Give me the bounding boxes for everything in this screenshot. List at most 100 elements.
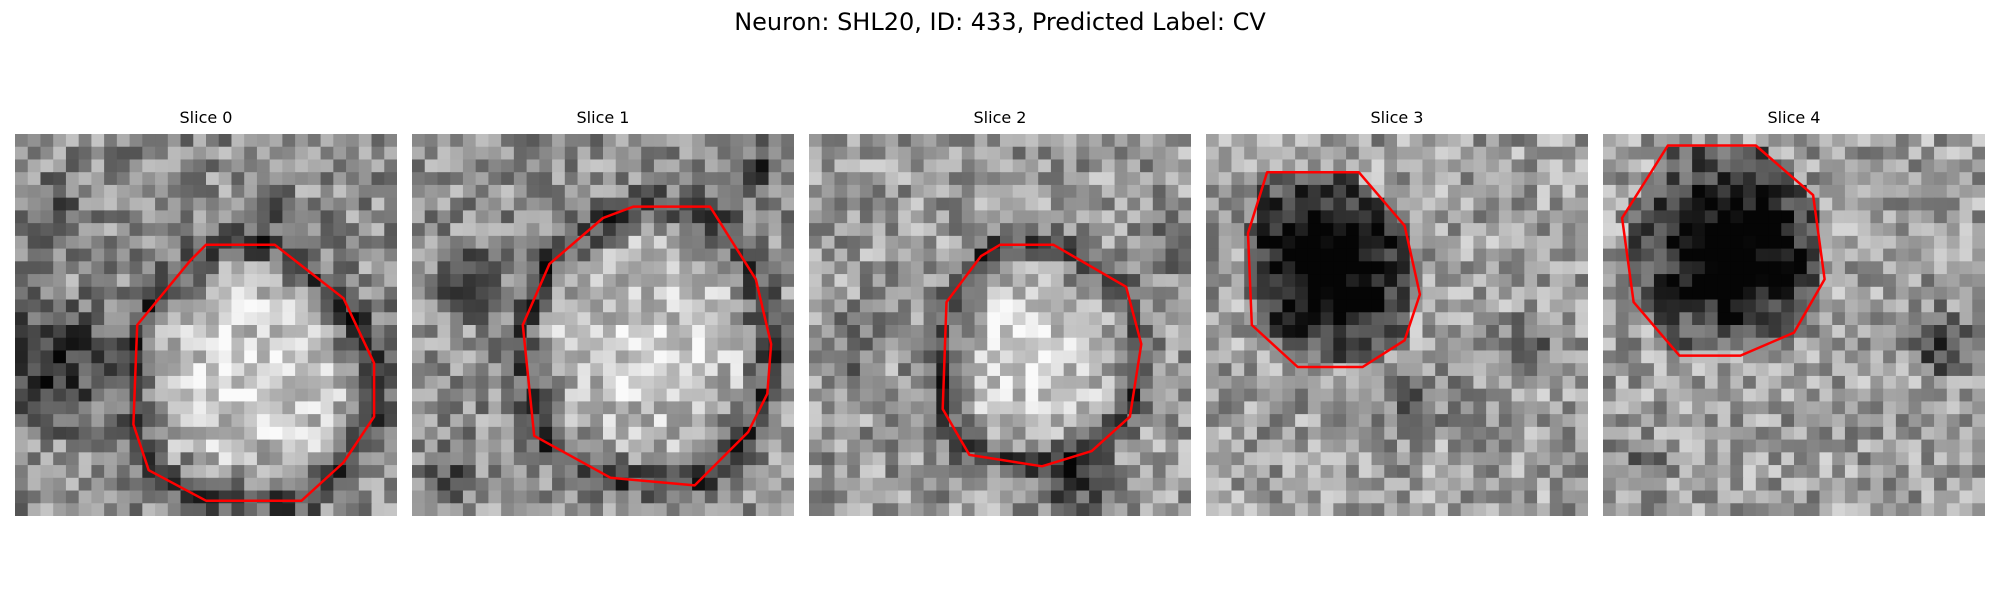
image-pixel <box>768 312 782 326</box>
image-pixel <box>282 159 296 173</box>
image-pixel <box>1473 261 1487 275</box>
image-pixel <box>1794 426 1808 441</box>
image-pixel <box>1895 439 1910 453</box>
image-pixel <box>358 299 373 313</box>
image-pixel <box>78 159 92 173</box>
image-pixel <box>1025 197 1039 211</box>
image-pixel <box>1946 452 1961 466</box>
image-pixel <box>412 363 426 377</box>
image-pixel <box>1307 477 1322 492</box>
image-pixel <box>450 286 464 301</box>
image-pixel <box>1012 465 1027 479</box>
image-pixel <box>1165 337 1179 352</box>
image-pixel <box>1307 235 1322 250</box>
image-pixel <box>1346 465 1360 479</box>
image-pixel <box>692 197 706 211</box>
image-pixel <box>1307 325 1322 339</box>
image-pixel <box>1498 184 1513 199</box>
image-pixel <box>1358 401 1373 415</box>
image-pixel <box>1486 477 1500 492</box>
image-pixel <box>577 312 591 326</box>
image-pixel <box>155 312 169 326</box>
image-pixel <box>1152 477 1167 492</box>
image-pixel <box>1101 477 1116 492</box>
image-pixel <box>590 337 604 352</box>
image-pixel <box>1050 363 1065 377</box>
image-pixel <box>1511 490 1525 504</box>
image-pixel <box>1704 490 1719 504</box>
image-pixel <box>755 197 770 211</box>
image-pixel <box>488 274 502 288</box>
image-pixel <box>539 363 553 377</box>
image-pixel <box>475 210 489 224</box>
image-pixel <box>1895 325 1910 339</box>
image-pixel <box>1895 261 1910 275</box>
image-pixel <box>1603 503 1617 516</box>
image-pixel <box>1140 172 1154 186</box>
image-pixel <box>295 184 309 199</box>
image-pixel <box>1206 375 1220 390</box>
image-pixel <box>295 465 309 479</box>
image-pixel <box>1358 452 1373 466</box>
image-pixel <box>974 337 988 352</box>
image-pixel <box>1371 159 1385 173</box>
image-pixel <box>1114 274 1128 288</box>
image-pixel <box>1755 274 1770 288</box>
image-pixel <box>1384 134 1398 148</box>
image-pixel <box>1603 439 1617 453</box>
image-pixel <box>269 197 283 211</box>
image-pixel <box>450 274 464 288</box>
image-pixel <box>1371 414 1385 428</box>
image-pixel <box>65 146 80 161</box>
image-pixel <box>821 235 836 250</box>
image-pixel <box>1256 197 1271 211</box>
image-pixel <box>193 146 207 161</box>
image-pixel <box>1114 325 1128 339</box>
image-pixel <box>603 452 617 466</box>
image-pixel <box>1549 261 1564 275</box>
image-pixel <box>923 439 937 453</box>
image-pixel <box>1256 223 1271 237</box>
image-pixel <box>961 210 976 224</box>
image-pixel <box>1717 426 1731 441</box>
image-pixel <box>475 426 489 441</box>
image-pixel <box>437 223 451 237</box>
image-pixel <box>91 452 105 466</box>
image-pixel <box>104 350 118 364</box>
image-pixel <box>1641 274 1655 288</box>
image-pixel <box>1498 350 1513 364</box>
image-pixel <box>628 350 642 364</box>
image-pixel <box>155 172 169 186</box>
image-pixel <box>1972 146 1985 161</box>
image-pixel <box>1447 286 1462 301</box>
image-pixel <box>834 452 848 466</box>
image-pixel <box>1857 146 1871 161</box>
image-pixel <box>1447 350 1462 364</box>
image-pixel <box>1076 325 1090 339</box>
image-pixel <box>1178 477 1191 492</box>
image-pixel <box>193 414 207 428</box>
image-pixel <box>885 223 899 237</box>
image-pixel <box>104 363 118 377</box>
image-pixel <box>923 159 937 173</box>
image-pixel <box>1511 350 1525 364</box>
image-pixel <box>1549 172 1564 186</box>
image-pixel <box>1346 159 1360 173</box>
image-pixel <box>809 312 823 326</box>
image-pixel <box>1114 146 1128 161</box>
image-pixel <box>1946 172 1961 186</box>
image-pixel <box>1844 274 1859 288</box>
image-pixel <box>1165 439 1179 453</box>
image-pixel <box>821 452 836 466</box>
image-pixel <box>1743 248 1757 262</box>
image-pixel <box>462 388 477 402</box>
image-pixel <box>1346 274 1360 288</box>
image-pixel <box>1486 375 1500 390</box>
image-pixel <box>1256 465 1271 479</box>
image-pixel <box>1832 375 1846 390</box>
image-pixel <box>717 388 731 402</box>
image-pixel <box>1562 146 1576 161</box>
image-pixel <box>1333 286 1347 301</box>
image-pixel <box>1140 465 1154 479</box>
image-pixel <box>1447 197 1462 211</box>
